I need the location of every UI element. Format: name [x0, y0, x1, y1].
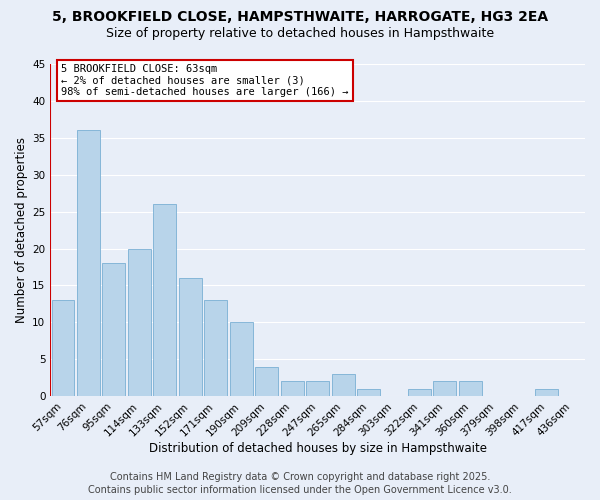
Bar	[433, 382, 457, 396]
Bar	[281, 382, 304, 396]
Text: Contains HM Land Registry data © Crown copyright and database right 2025.
Contai: Contains HM Land Registry data © Crown c…	[88, 472, 512, 495]
Bar	[230, 322, 253, 396]
Bar	[128, 248, 151, 396]
Bar	[205, 300, 227, 396]
Bar	[459, 382, 482, 396]
Bar	[357, 388, 380, 396]
Bar	[154, 204, 176, 396]
Text: Size of property relative to detached houses in Hampsthwaite: Size of property relative to detached ho…	[106, 28, 494, 40]
Bar	[103, 264, 125, 396]
Text: 5 BROOKFIELD CLOSE: 63sqm
← 2% of detached houses are smaller (3)
98% of semi-de: 5 BROOKFIELD CLOSE: 63sqm ← 2% of detach…	[61, 64, 349, 97]
X-axis label: Distribution of detached houses by size in Hampsthwaite: Distribution of detached houses by size …	[149, 442, 487, 455]
Bar	[332, 374, 355, 396]
Bar	[77, 130, 100, 396]
Bar	[408, 388, 431, 396]
Bar	[255, 366, 278, 396]
Y-axis label: Number of detached properties: Number of detached properties	[15, 137, 28, 323]
Text: 5, BROOKFIELD CLOSE, HAMPSTHWAITE, HARROGATE, HG3 2EA: 5, BROOKFIELD CLOSE, HAMPSTHWAITE, HARRO…	[52, 10, 548, 24]
Bar	[179, 278, 202, 396]
Bar	[52, 300, 74, 396]
Bar	[306, 382, 329, 396]
Bar	[535, 388, 558, 396]
